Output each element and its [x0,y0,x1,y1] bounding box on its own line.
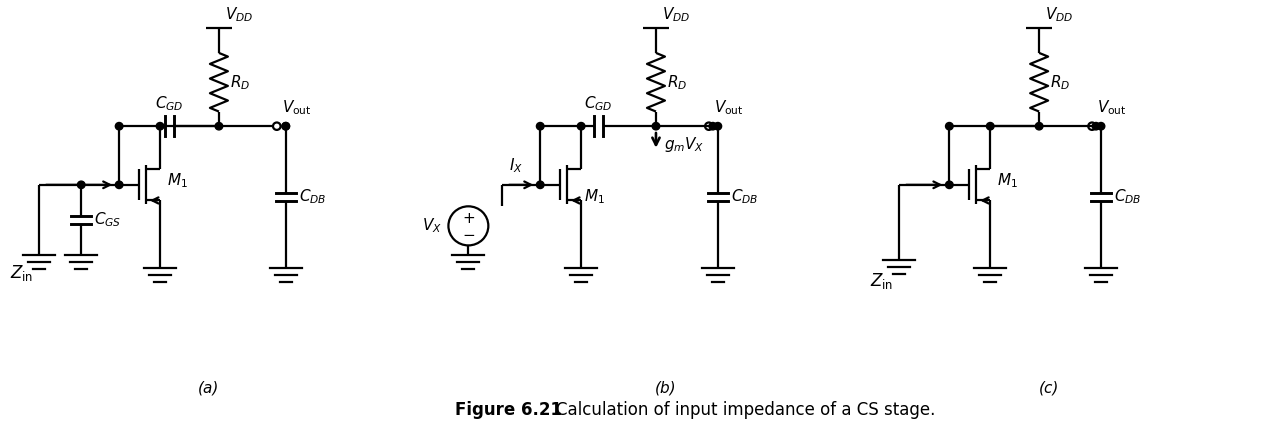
Text: $+$: $+$ [462,211,474,225]
Text: (a): (a) [199,381,219,395]
Text: $C_{DB}$: $C_{DB}$ [299,188,326,206]
Text: $R_D$: $R_D$ [1050,73,1070,92]
Text: $C_{GS}$: $C_{GS}$ [94,211,122,229]
Text: $V_{DD}$: $V_{DD}$ [662,5,690,24]
Text: $C_{GD}$: $C_{GD}$ [155,95,183,114]
Circle shape [282,122,290,130]
Circle shape [986,122,994,130]
Text: Calculation of input impedance of a CS stage.: Calculation of input impedance of a CS s… [535,400,936,419]
Text: $Z_\mathrm{in}$: $Z_\mathrm{in}$ [870,271,894,291]
Circle shape [577,122,585,130]
Text: $V_{DD}$: $V_{DD}$ [224,5,254,24]
Circle shape [714,122,722,130]
Circle shape [1036,122,1044,130]
Text: $R_D$: $R_D$ [229,73,250,92]
Circle shape [653,122,660,130]
Text: $-$: $-$ [462,226,474,241]
Text: $C_{DB}$: $C_{DB}$ [1114,188,1141,206]
Circle shape [77,181,85,189]
Circle shape [1097,122,1105,130]
Text: (b): (b) [655,381,677,395]
Circle shape [709,122,717,130]
Text: $V_\mathrm{out}$: $V_\mathrm{out}$ [714,99,744,117]
Text: $I_X$: $I_X$ [509,156,523,175]
Text: $V_\mathrm{out}$: $V_\mathrm{out}$ [1097,99,1127,117]
Text: $V_X$: $V_X$ [422,216,441,235]
Circle shape [215,122,223,130]
Circle shape [1092,122,1100,130]
Circle shape [156,122,164,130]
Text: $Z_\mathrm{in}$: $Z_\mathrm{in}$ [10,263,33,283]
Text: $M_1$: $M_1$ [167,172,188,190]
Text: $g_m V_X$: $g_m V_X$ [664,135,704,154]
Circle shape [946,181,953,189]
Circle shape [282,122,290,130]
Text: $M_1$: $M_1$ [997,172,1018,190]
Text: $V_\mathrm{out}$: $V_\mathrm{out}$ [282,99,312,117]
Circle shape [946,122,953,130]
Text: $C_{DB}$: $C_{DB}$ [731,188,759,206]
Text: $M_1$: $M_1$ [585,187,605,206]
Circle shape [536,181,544,189]
Circle shape [536,122,544,130]
Text: $V_{DD}$: $V_{DD}$ [1045,5,1073,24]
Text: (c): (c) [1038,381,1059,395]
Text: $C_{GD}$: $C_{GD}$ [583,95,613,114]
Text: $R_D$: $R_D$ [667,73,687,92]
Circle shape [115,181,123,189]
Text: Figure 6.21: Figure 6.21 [455,400,563,419]
Circle shape [115,122,123,130]
